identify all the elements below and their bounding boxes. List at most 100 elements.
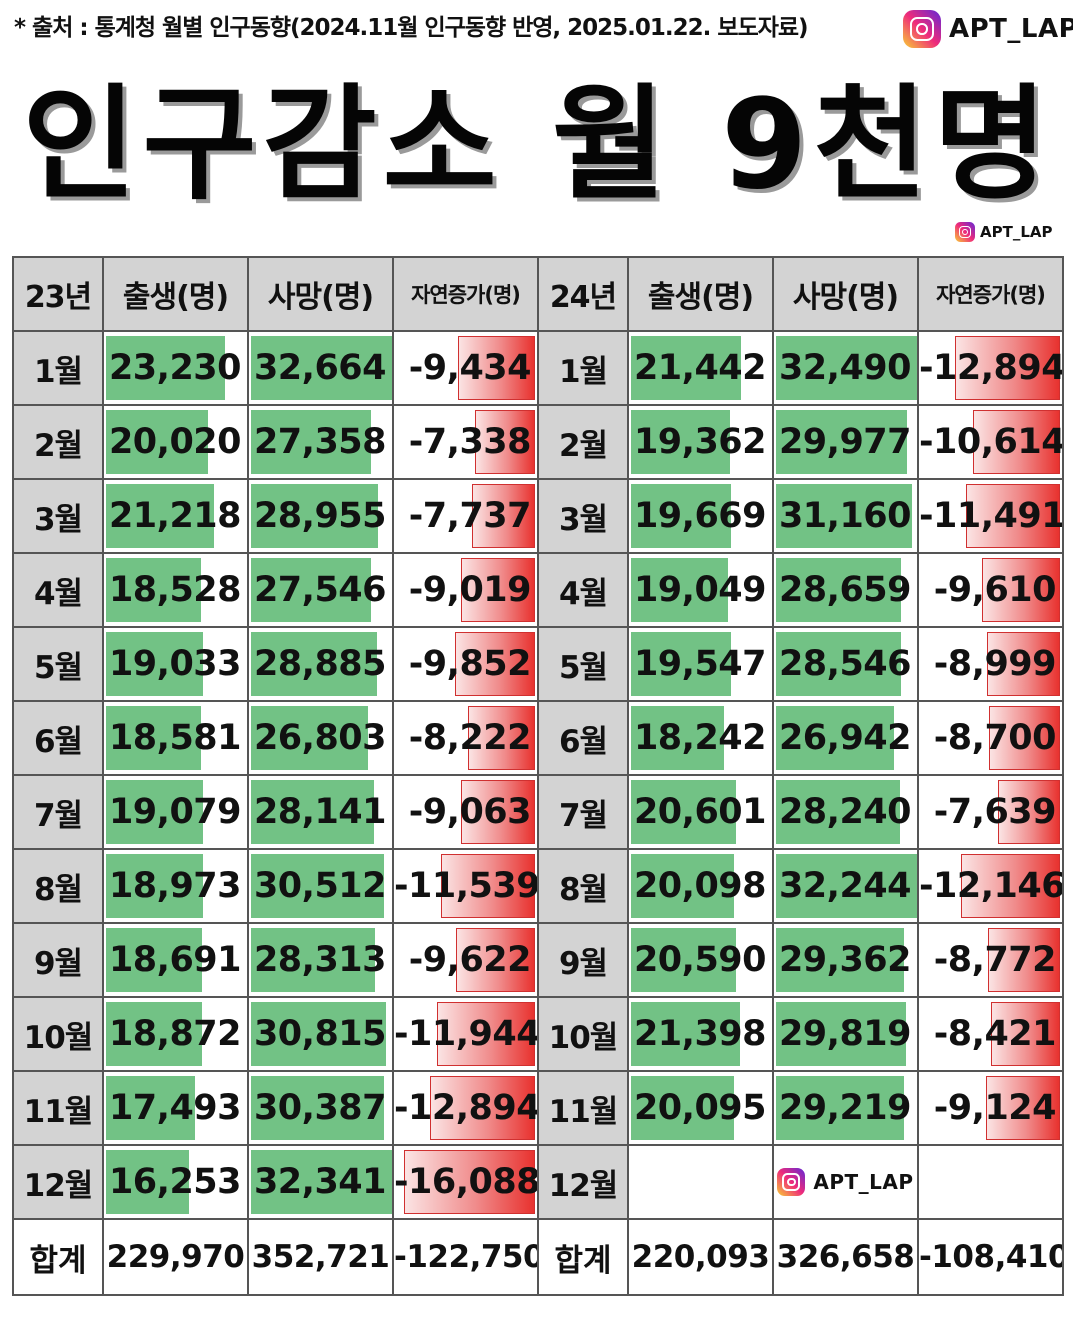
birth-cell-2024-empty bbox=[627, 1144, 774, 1220]
natural-cell-2024-value: -8,999 bbox=[933, 644, 1057, 684]
birth-cell-2023-value: 17,493 bbox=[108, 1088, 242, 1128]
month-label-2024: 1월 bbox=[537, 330, 629, 406]
natural-bar bbox=[471, 484, 535, 548]
death-cell-2024: 28,240 bbox=[772, 774, 919, 850]
birth-cell-2024-value: 20,590 bbox=[633, 940, 767, 980]
natural-bar bbox=[437, 1002, 535, 1066]
month-label-2023: 10월 bbox=[12, 996, 104, 1072]
total-natural-2023: -122,750 bbox=[392, 1218, 539, 1296]
death-bar bbox=[251, 1076, 384, 1140]
table-row: 12월 16,253 32,341 -16,088 12월 APT_LAP bbox=[12, 1144, 1064, 1220]
natural-cell-2024: -12,146 bbox=[917, 848, 1064, 924]
death-cell-2023-value: 26,803 bbox=[253, 718, 387, 758]
death-cell-2023: 30,387 bbox=[247, 1070, 394, 1146]
birth-cell-2023: 23,230 bbox=[102, 330, 249, 406]
death-cell-2023-value: 27,546 bbox=[253, 570, 387, 610]
header-death-2023: 사망(명) bbox=[247, 256, 394, 332]
death-bar bbox=[776, 1076, 904, 1140]
brand-badge-inline[interactable]: APT_LAP bbox=[775, 1147, 916, 1217]
death-cell-2024: 31,160 bbox=[772, 478, 919, 554]
birth-cell-2024: 18,242 bbox=[627, 700, 774, 776]
natural-bar bbox=[960, 854, 1060, 918]
month-label-2024: 5월 bbox=[537, 626, 629, 702]
brand-cell: APT_LAP bbox=[772, 1144, 919, 1220]
death-cell-2023-value: 28,955 bbox=[253, 496, 387, 536]
brand-badge-mid[interactable]: APT_LAP bbox=[955, 220, 1053, 244]
death-cell-2023: 28,955 bbox=[247, 478, 394, 554]
natural-cell-2024: -8,700 bbox=[917, 700, 1064, 776]
death-cell-2023-value: 28,885 bbox=[253, 644, 387, 684]
death-bar bbox=[776, 336, 916, 400]
month-label-2024: 2월 bbox=[537, 404, 629, 480]
natural-cell-2023: -12,894 bbox=[392, 1070, 539, 1146]
birth-bar bbox=[106, 484, 215, 548]
headline-title: 인구감소 월 9천명 bbox=[22, 73, 1054, 217]
natural-cell-2024-value: -8,772 bbox=[933, 940, 1057, 980]
instagram-icon bbox=[777, 1168, 806, 1196]
table-row: 9월 18,691 28,313 -9,622 9월 20,590 29,362 -8,772 bbox=[12, 922, 1064, 998]
birth-cell-2024: 20,590 bbox=[627, 922, 774, 998]
death-bar bbox=[251, 1002, 386, 1066]
death-cell-2024: 26,942 bbox=[772, 700, 919, 776]
death-cell-2023-value: 28,313 bbox=[253, 940, 387, 980]
death-cell-2023-value: 30,512 bbox=[253, 866, 387, 906]
birth-cell-2024: 19,669 bbox=[627, 478, 774, 554]
natural-cell-2023-value: -12,894 bbox=[394, 1088, 538, 1128]
brand-badge-top[interactable]: APT_LAP bbox=[903, 8, 1073, 50]
death-cell-2023-value: 30,815 bbox=[253, 1014, 387, 1054]
month-label-2024: 9월 bbox=[537, 922, 629, 998]
natural-cell-2023-value: -7,737 bbox=[408, 496, 532, 536]
death-cell-2023: 32,341 bbox=[247, 1144, 394, 1220]
natural-bar bbox=[966, 484, 1060, 548]
birth-bar bbox=[631, 780, 737, 844]
birth-bar bbox=[631, 1002, 741, 1066]
birth-bar bbox=[631, 706, 725, 770]
table-row: 4월 18,528 27,546 -9,019 4월 19,049 28,659 -9,610 bbox=[12, 552, 1064, 628]
birth-cell-2024-value: 19,547 bbox=[633, 644, 767, 684]
birth-cell-2024: 19,049 bbox=[627, 552, 774, 628]
natural-cell-2024: -8,999 bbox=[917, 626, 1064, 702]
header-natural-2023: 자연증가(명) bbox=[392, 256, 539, 332]
brand-handle: APT_LAP bbox=[813, 1170, 914, 1194]
natural-cell-2024: -12,894 bbox=[917, 330, 1064, 406]
birth-cell-2023: 19,079 bbox=[102, 774, 249, 850]
birth-cell-2024: 21,442 bbox=[627, 330, 774, 406]
birth-cell-2024-value: 19,669 bbox=[633, 496, 767, 536]
death-bar bbox=[251, 706, 369, 770]
death-cell-2024: 28,659 bbox=[772, 552, 919, 628]
birth-cell-2024-value: 21,398 bbox=[633, 1014, 767, 1054]
birth-cell-2023: 18,691 bbox=[102, 922, 249, 998]
total-row: 합계 229,970 352,721 -122,750 합계 220,093 3… bbox=[12, 1218, 1064, 1296]
natural-bar bbox=[467, 706, 535, 770]
death-cell-2023-value: 32,341 bbox=[253, 1162, 387, 1202]
natural-cell-2023-value: -9,019 bbox=[408, 570, 532, 610]
birth-cell-2024: 20,095 bbox=[627, 1070, 774, 1146]
natural-bar bbox=[429, 1076, 535, 1140]
month-label-2023: 12월 bbox=[12, 1144, 104, 1220]
birth-cell-2023-value: 18,528 bbox=[108, 570, 242, 610]
natural-cell-2023-value: -11,539 bbox=[394, 866, 538, 906]
death-cell-2023-value: 32,664 bbox=[253, 348, 387, 388]
death-bar bbox=[776, 558, 902, 622]
birth-bar bbox=[106, 632, 204, 696]
month-label-2023: 11월 bbox=[12, 1070, 104, 1146]
death-bar bbox=[251, 854, 385, 918]
birth-cell-2024-value: 19,049 bbox=[633, 570, 767, 610]
death-bar bbox=[776, 484, 913, 548]
death-cell-2023: 30,512 bbox=[247, 848, 394, 924]
birth-cell-2023-value: 19,033 bbox=[108, 644, 242, 684]
table-row: 1월 23,230 32,664 -9,434 1월 21,442 32,490 -12,89… bbox=[12, 330, 1064, 406]
death-cell-2024: 28,546 bbox=[772, 626, 919, 702]
natural-cell-2024-value: -8,421 bbox=[933, 1014, 1057, 1054]
birth-cell-2024: 21,398 bbox=[627, 996, 774, 1072]
natural-cell-2023: -11,539 bbox=[392, 848, 539, 924]
table-row: 7월 19,079 28,141 -9,063 7월 20,601 28,240 -7,639 bbox=[12, 774, 1064, 850]
death-bar bbox=[251, 336, 391, 400]
source-note: * 출처 : 통계청 월별 인구동향(2024.11월 인구동향 반영, 202… bbox=[14, 15, 809, 41]
natural-bar bbox=[973, 410, 1060, 474]
birth-cell-2023: 18,528 bbox=[102, 552, 249, 628]
natural-cell-2024: -10,614 bbox=[917, 404, 1064, 480]
death-cell-2024: 29,362 bbox=[772, 922, 919, 998]
month-label-2024: 7월 bbox=[537, 774, 629, 850]
birth-cell-2023-value: 20,020 bbox=[108, 422, 242, 462]
